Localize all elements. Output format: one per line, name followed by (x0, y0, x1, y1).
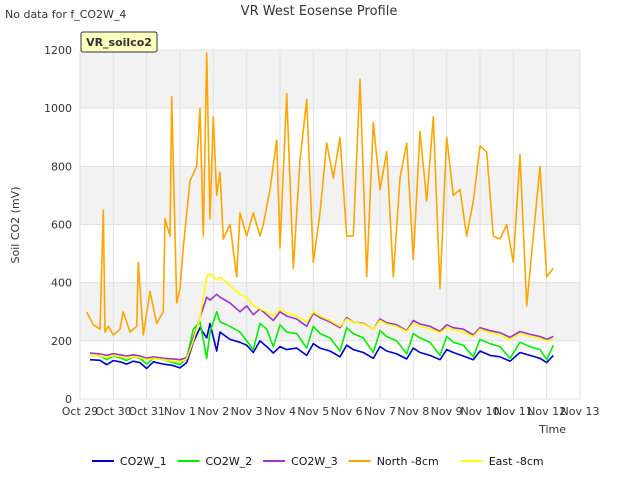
x-tick-label: Oct 31 (128, 405, 165, 418)
site-badge-label: VR_soilco2 (86, 36, 152, 49)
x-tick-label: Nov 11 (494, 405, 533, 418)
y-tick-label: 0 (65, 393, 72, 406)
grid-band (80, 50, 580, 109)
legend-item: East -8cm (460, 455, 544, 468)
no-data-note: No data for f_CO2W_4 (5, 8, 126, 21)
x-tick-label: Nov 8 (397, 405, 429, 418)
legend-item: CO2W_2 (177, 455, 253, 468)
legend-item: CO2W_3 (263, 455, 338, 468)
y-tick-label: 400 (51, 277, 72, 290)
site-badge-box (80, 31, 158, 53)
legend-label: CO2W_1 (120, 455, 167, 468)
x-tick-label: Nov 3 (231, 405, 263, 418)
y-tick-label: 600 (51, 219, 72, 232)
x-tick-label: Nov 9 (431, 405, 463, 418)
series-line-co2w-3 (89, 293, 554, 361)
legend-label: East -8cm (489, 455, 544, 468)
y-tick-label: 1200 (44, 44, 72, 57)
legend: CO2W_1 CO2W_2 CO2W_3 North -8cm East -8cm (91, 455, 544, 468)
grid-lines (79, 49, 581, 400)
x-tick-label: Nov 4 (264, 405, 296, 418)
series-line-co2w-1 (89, 322, 554, 370)
legend-label: North -8cm (377, 455, 439, 468)
chart-title: VR West Eosense Profile (241, 4, 398, 19)
legend-item: CO2W_1 (91, 455, 167, 468)
x-tick-label: Nov 12 (527, 405, 566, 418)
series-lines (85, 52, 555, 370)
x-tick-label: Nov 13 (561, 405, 600, 418)
legend-label: CO2W_3 (291, 455, 338, 468)
y-tick-label: 200 (51, 335, 72, 348)
series-line-north-8cm (85, 52, 554, 336)
x-tick-label: Nov 10 (461, 405, 500, 418)
x-tick-label: Oct 29 (62, 405, 99, 418)
grid-band (80, 166, 580, 225)
x-tick-label: Nov 6 (331, 405, 363, 418)
y-tick-label: 800 (51, 160, 72, 173)
legend-label: CO2W_2 (206, 455, 253, 468)
x-tick-label: Nov 7 (364, 405, 396, 418)
x-tick-label: Nov 2 (197, 405, 229, 418)
legend-item: North -8cm (348, 455, 439, 468)
y-axis-ticks: 0 200 400 600 800 1000 1200 (44, 44, 72, 406)
y-axis-label: Soil CO2 (mV) (9, 187, 22, 264)
x-tick-label: Nov 1 (164, 405, 196, 418)
series-line-east-8cm (89, 273, 554, 363)
y-tick-label: 1000 (44, 102, 72, 115)
x-axis-label: Time (538, 423, 566, 436)
x-tick-label: Oct 30 (95, 405, 132, 418)
site-badge: VR_soilco2 (80, 31, 158, 53)
x-tick-label: Nov 5 (297, 405, 329, 418)
grid-bands (80, 50, 580, 341)
